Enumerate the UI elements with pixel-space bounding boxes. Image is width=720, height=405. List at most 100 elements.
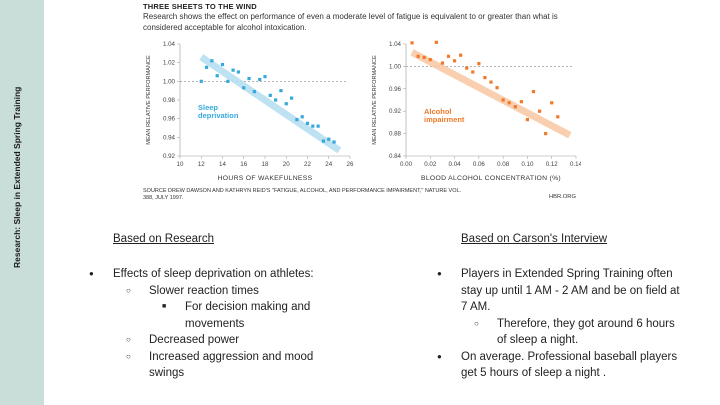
chart-annotation: deprivation — [198, 111, 239, 120]
data-point — [434, 40, 438, 44]
data-point — [507, 101, 511, 105]
chart-annotation: Sleep — [198, 103, 218, 112]
data-point — [311, 124, 315, 128]
data-point — [274, 98, 278, 102]
data-point — [236, 70, 241, 74]
data-point — [215, 74, 219, 78]
figure-title: THREE SHEETS TO THE WIND — [143, 2, 257, 11]
x-tick-label: 24 — [325, 161, 332, 168]
data-point — [231, 68, 235, 72]
bullet-item: Decreased power — [126, 332, 343, 349]
data-point — [531, 90, 536, 94]
data-point — [279, 89, 283, 93]
data-point — [247, 76, 251, 81]
data-point — [295, 118, 299, 122]
data-point — [550, 101, 554, 105]
sleep-deprivation-chart: 0.92 0.94 0.96 0.98 1.00 1.02 1.04 10 12 14 16 18 20… — [146, 41, 354, 182]
data-point — [263, 75, 267, 79]
bullet-item: On average. Professional baseball player… — [437, 349, 681, 382]
data-point — [459, 53, 463, 57]
data-point — [525, 118, 530, 122]
y-tick-label: 1.04 — [163, 41, 176, 48]
data-point — [440, 61, 445, 65]
bullet-item: Slower reaction times — [126, 283, 343, 300]
data-point — [495, 86, 499, 90]
data-point — [332, 140, 336, 144]
data-point — [452, 59, 457, 63]
x-tick-label: 16 — [240, 161, 247, 168]
data-point — [327, 137, 331, 141]
y-tick-label: 0.98 — [163, 97, 176, 104]
data-point — [268, 93, 272, 97]
data-point — [483, 76, 487, 80]
data-point — [465, 66, 469, 70]
hbr-figure: THREE SHEETS TO THE WIND Research shows … — [140, 0, 581, 205]
x-tick-label: 18 — [262, 161, 269, 168]
figure-credit: HBR.ORG — [548, 194, 576, 200]
y-tick-label: 0.84 — [389, 153, 402, 160]
x-tick-label: 10 — [177, 161, 184, 168]
bullet-item: Effects of sleep deprivation on athletes… — [89, 266, 343, 283]
x-tick-label: 0.02 — [424, 161, 437, 168]
x-tick-label: 22 — [304, 161, 311, 168]
data-point — [489, 80, 493, 84]
x-tick-label: 12 — [198, 161, 205, 168]
x-tick-label: 0.14 — [570, 161, 581, 168]
alcohol-impairment-chart: 0.84 0.88 0.92 0.96 1.00 1.04 0.00 0.02 0.04 0.06… — [372, 40, 581, 182]
x-tick-label: 20 — [283, 161, 290, 168]
data-point — [410, 41, 414, 45]
data-point — [477, 62, 481, 66]
data-point — [305, 121, 310, 125]
right-column-heading: Based on Carson's Interview — [461, 233, 608, 245]
x-tick-label: 0.04 — [449, 161, 462, 168]
data-point — [204, 65, 209, 69]
data-point — [513, 105, 517, 109]
y-axis-label: MEAN RELATIVE PERFORMANCE — [146, 55, 152, 145]
data-point — [242, 86, 246, 90]
x-tick-label: 0.12 — [546, 161, 559, 168]
data-point — [422, 55, 426, 60]
chart-annotation: Alcohol — [424, 107, 452, 116]
trend-band — [199, 54, 342, 154]
bullet-item: Increased aggression and mood swings — [126, 349, 343, 382]
y-tick-label: 1.04 — [389, 41, 402, 48]
data-point — [544, 132, 548, 136]
data-point — [316, 124, 320, 128]
y-axis-label: MEAN RELATIVE PERFORMANCE — [372, 55, 378, 145]
data-point — [289, 96, 294, 100]
data-point — [416, 54, 420, 58]
x-tick-label: 0.06 — [473, 161, 486, 168]
data-point — [220, 62, 225, 67]
sidebar-title: Research: Sleep in Extended Spring Train… — [12, 86, 22, 268]
data-point — [321, 139, 326, 143]
data-point — [428, 58, 432, 62]
data-point — [556, 115, 560, 119]
data-point — [501, 98, 505, 102]
figure-subtitle: Research shows the effect on performance… — [143, 12, 558, 32]
data-point — [537, 109, 542, 113]
x-tick-label: 0.00 — [400, 161, 413, 168]
x-tick-label: 26 — [347, 161, 354, 168]
data-point — [226, 79, 230, 83]
trend-band — [410, 49, 572, 139]
y-tick-label: 0.92 — [389, 108, 402, 115]
y-tick-label: 1.00 — [389, 63, 402, 70]
figure-source: SOURCE DREW DAWSON AND KATHRYN REID'S "F… — [143, 188, 462, 201]
y-tick-label: 0.96 — [389, 86, 402, 93]
y-tick-label: 1.02 — [163, 60, 176, 67]
data-point — [210, 59, 214, 63]
data-point — [519, 100, 523, 104]
sidebar: Research: Sleep in Extended Spring Train… — [0, 0, 44, 405]
x-axis-label: HOURS OF WAKEFULNESS — [218, 175, 313, 182]
x-tick-label: 14 — [219, 161, 226, 168]
y-tick-label: 0.96 — [163, 116, 176, 123]
data-point — [284, 102, 288, 106]
left-bullet-list: Effects of sleep deprivation on athletes… — [89, 266, 343, 382]
data-point — [252, 90, 256, 94]
data-point — [471, 70, 475, 74]
x-axis-label: BLOOD ALCOHOL CONCENTRATION (%) — [421, 175, 561, 182]
left-column-heading: Based on Research — [113, 233, 215, 245]
data-point — [300, 115, 304, 119]
x-tick-label: 0.08 — [497, 161, 510, 168]
y-tick-label: 0.88 — [389, 131, 402, 138]
